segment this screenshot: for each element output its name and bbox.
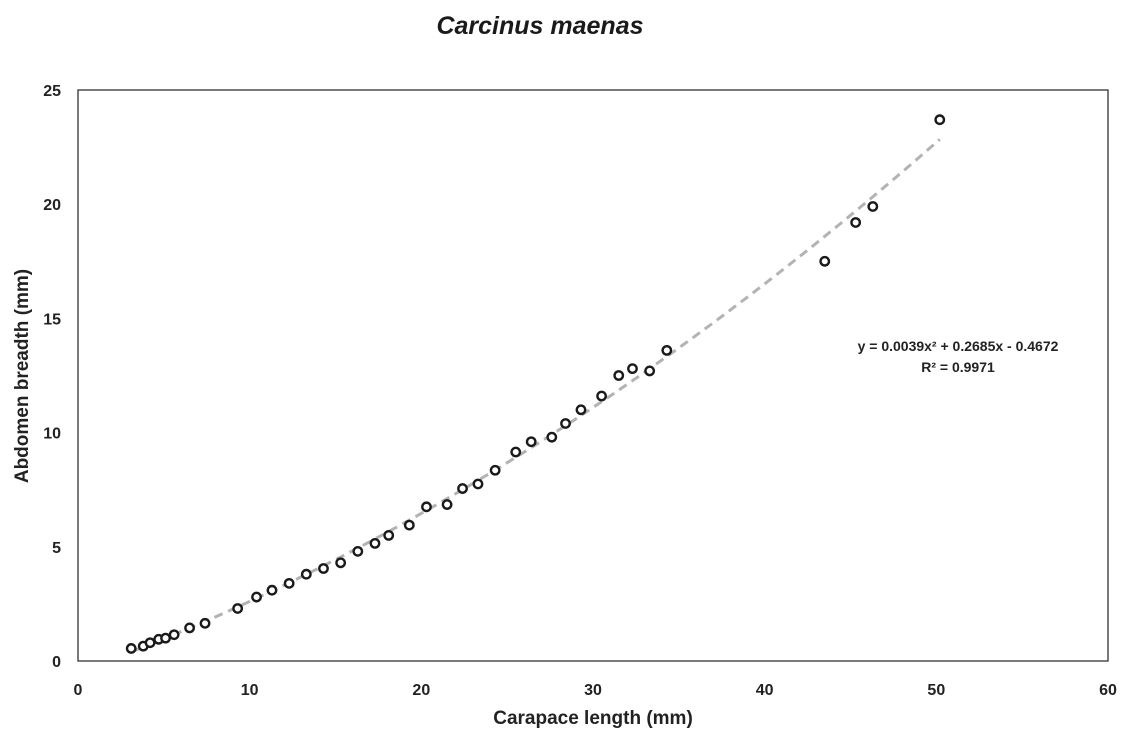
data-point xyxy=(934,114,946,126)
y-tick-label: 25 xyxy=(43,83,61,100)
data-point xyxy=(441,499,453,510)
data-point xyxy=(421,501,432,513)
data-point xyxy=(867,201,879,212)
data-point xyxy=(199,617,211,629)
plot-area-frame xyxy=(77,89,1109,662)
trendline-equation: y = 0.0039x² + 0.2685x - 0.4672 xyxy=(858,338,1059,354)
x-tick-label: 20 xyxy=(412,682,430,699)
y-tick-label: 20 xyxy=(43,197,61,214)
data-points xyxy=(125,114,946,654)
chart-title: Carcinus maenas xyxy=(436,12,643,40)
x-tick-label: 60 xyxy=(1099,682,1117,699)
data-point xyxy=(510,446,522,458)
data-point xyxy=(546,431,558,443)
data-point xyxy=(457,483,468,494)
data-point xyxy=(369,537,381,549)
data-point xyxy=(383,529,395,541)
data-point xyxy=(335,557,347,569)
x-tick-label: 10 xyxy=(241,682,259,699)
data-point xyxy=(525,436,537,448)
y-tick-label: 15 xyxy=(43,311,61,328)
data-point xyxy=(661,344,673,356)
data-point xyxy=(819,255,831,267)
x-tick-label: 0 xyxy=(74,682,83,699)
data-point xyxy=(596,390,607,402)
x-tick-label: 30 xyxy=(584,682,602,699)
data-point xyxy=(575,404,587,416)
data-point xyxy=(251,591,262,603)
x-tick-label: 50 xyxy=(927,682,945,699)
y-axis-ticks: 0 5 10 15 20 25 xyxy=(43,83,61,671)
x-tick-label: 40 xyxy=(756,682,774,699)
data-point xyxy=(168,629,180,641)
data-point xyxy=(644,365,656,377)
data-point xyxy=(627,363,638,375)
data-point xyxy=(850,217,862,228)
data-point xyxy=(352,545,364,557)
data-point xyxy=(283,577,295,589)
data-point xyxy=(125,643,137,654)
data-point xyxy=(472,478,484,490)
data-point xyxy=(489,464,501,476)
x-axis-ticks: 0 10 20 30 40 50 60 xyxy=(74,682,1117,699)
x-axis-label: Carapace length (mm) xyxy=(493,708,693,729)
y-tick-label: 10 xyxy=(43,426,61,443)
data-point xyxy=(144,637,156,649)
data-point xyxy=(300,568,312,580)
polynomial-trendline xyxy=(130,138,941,654)
data-point xyxy=(266,584,278,596)
y-tick-label: 5 xyxy=(52,540,61,557)
y-axis-label: Abdomen breadth (mm) xyxy=(12,269,33,483)
y-tick-label: 0 xyxy=(52,654,61,671)
data-point xyxy=(403,519,415,531)
data-point xyxy=(613,370,625,381)
r-squared-label: R² = 0.9971 xyxy=(921,359,995,375)
data-point xyxy=(184,622,195,634)
data-point xyxy=(318,563,329,574)
data-point xyxy=(160,632,171,644)
data-point xyxy=(232,603,244,614)
data-point xyxy=(560,418,571,429)
